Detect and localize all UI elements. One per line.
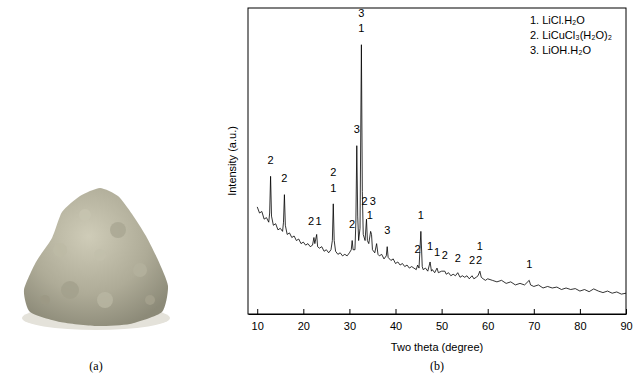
peak-label: 2 <box>330 166 336 178</box>
peak-label: 2 <box>281 172 287 184</box>
xrd-line <box>257 45 626 294</box>
panel-label: (b) <box>430 359 444 373</box>
peak-label: 2 <box>362 195 368 207</box>
powder-lump <box>97 292 113 308</box>
x-tick-mark <box>534 309 535 314</box>
peak-label: 1 <box>434 246 440 258</box>
x-axis-line <box>249 314 627 315</box>
x-tick: 30 <box>344 309 356 332</box>
peak-label: 3 <box>384 224 390 236</box>
powder-lump <box>53 243 67 257</box>
peak-label: 2 <box>308 215 314 227</box>
x-tick-label: 10 <box>252 320 264 332</box>
x-tick-label: 70 <box>528 320 540 332</box>
peak-label: 1 <box>358 22 364 34</box>
powder-lump <box>145 295 155 305</box>
powder-lump <box>133 263 147 277</box>
x-tick-label: 40 <box>390 320 402 332</box>
x-tick-mark <box>349 309 350 314</box>
x-tick: 20 <box>298 309 310 332</box>
x-tick-label: 60 <box>482 320 494 332</box>
peak-label: 3 <box>354 123 360 135</box>
peak-label: 2 <box>455 252 461 264</box>
x-tick-mark <box>626 309 627 314</box>
x-tick-mark <box>396 309 397 314</box>
x-axis-title: Two theta (degree) <box>391 341 483 353</box>
powder-heap <box>24 188 168 326</box>
powder-lump <box>110 222 126 238</box>
peak-label: 2 <box>415 243 421 255</box>
peak-label: 1 <box>315 215 321 227</box>
x-tick-mark <box>257 309 258 314</box>
plot-area <box>257 45 626 294</box>
x-tick-label: 80 <box>574 320 586 332</box>
peak-label: 1 <box>477 240 483 252</box>
x-tick: 90 <box>620 309 632 332</box>
x-tick-mark <box>488 309 489 314</box>
y-axis-title: Intensity (a.u.) <box>226 126 238 196</box>
x-tick-mark <box>442 309 443 314</box>
peak-label: 1 <box>367 209 373 221</box>
x-tick-label: 90 <box>620 320 632 332</box>
x-tick-label: 30 <box>344 320 356 332</box>
x-tick: 70 <box>528 309 540 332</box>
figure: (a) 10 20 30 40 50 60 70 80 90 Two theta (degree) I… <box>0 0 642 380</box>
x-tick-label: 20 <box>298 320 310 332</box>
peak-label: 1 <box>418 209 424 221</box>
x-tick: 50 <box>436 309 448 332</box>
peak-label: 2 <box>349 218 355 230</box>
peak-label: 3 <box>358 7 364 19</box>
x-tick: 10 <box>252 309 264 332</box>
x-tick-mark <box>303 309 304 314</box>
x-tick: 60 <box>482 309 494 332</box>
powder-lump <box>40 295 50 305</box>
plot-frame <box>248 8 626 314</box>
x-tick: 40 <box>390 309 402 332</box>
peak-label: 1 <box>330 182 336 194</box>
peak-label: 2 <box>469 254 475 266</box>
powder-lump <box>79 209 91 221</box>
peak-label: 2 <box>442 249 448 261</box>
powder-lump <box>94 249 106 261</box>
phase-key: 1. LiCl.H₂O 2. LiCuCl₃(H₂O)₂ 3. LiOH.H₂O <box>530 14 612 56</box>
peak-label: 2 <box>268 154 274 166</box>
x-tick-mark <box>580 309 581 314</box>
peak-label: 2 <box>476 254 482 266</box>
peak-label: 1 <box>427 240 433 252</box>
peak-label: 3 <box>370 195 376 207</box>
key-entry: 3. LiOH.H₂O <box>530 44 592 56</box>
x-axis: 10 20 30 40 50 60 70 80 90 <box>249 309 633 332</box>
key-entry: 2. LiCuCl₃(H₂O)₂ <box>530 29 612 41</box>
x-tick-label: 50 <box>436 320 448 332</box>
powder-photo <box>22 188 170 330</box>
panel-label: (a) <box>89 359 102 373</box>
key-entry: 1. LiCl.H₂O <box>530 14 585 26</box>
x-tick: 80 <box>574 309 586 332</box>
peak-labels: 222121233123132111222121 <box>268 7 533 270</box>
peak-label: 1 <box>526 258 532 270</box>
powder-lump <box>61 281 79 299</box>
